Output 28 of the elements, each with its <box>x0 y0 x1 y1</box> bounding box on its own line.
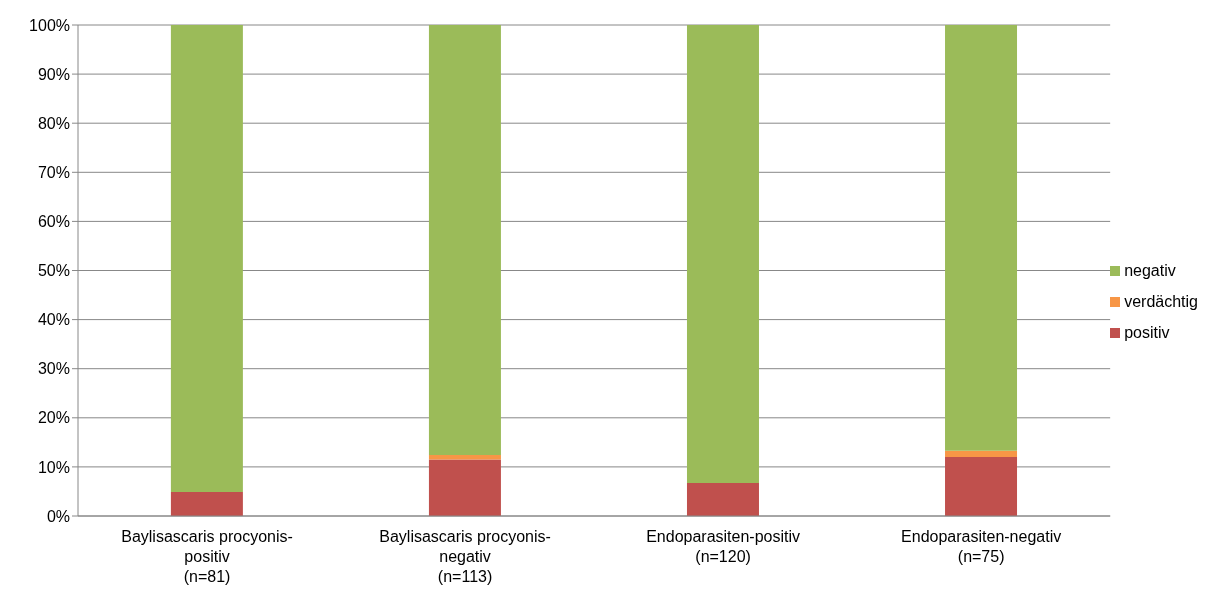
y-tick-label: 50% <box>37 262 70 280</box>
y-tick-label: 0% <box>46 507 70 525</box>
y-tick-label: 20% <box>37 409 70 427</box>
y-tick-label: 60% <box>37 213 70 231</box>
bar <box>428 459 501 516</box>
bar <box>945 450 1018 458</box>
bar <box>170 25 243 492</box>
y-tick-label: 90% <box>37 65 70 83</box>
bar <box>686 483 759 516</box>
x-tick-label: Endoparasiten-positiv (n=120) <box>646 528 801 565</box>
legend-label: negativ <box>1124 262 1176 280</box>
y-tick-label: 70% <box>37 163 70 181</box>
bar <box>428 455 501 460</box>
bar <box>686 25 759 484</box>
bar <box>428 25 501 456</box>
legend-label: positiv <box>1124 324 1170 342</box>
y-tick-label: 30% <box>37 360 70 378</box>
x-tick-label: Baylisascaris procyonis- negativ (n=113) <box>379 528 551 585</box>
x-tick-label: Baylisascaris procyonis- positiv (n=81) <box>121 528 293 585</box>
y-tick-label: 10% <box>37 458 70 476</box>
x-tick-label: Endoparasiten-negativ (n=75) <box>901 528 1062 565</box>
y-tick-label: 100% <box>29 16 70 34</box>
bar <box>170 491 243 516</box>
y-tick-label: 80% <box>37 114 70 132</box>
y-tick-label: 40% <box>37 311 70 329</box>
bar <box>945 25 1018 451</box>
legend-label: verdächtig <box>1124 293 1198 311</box>
bar <box>945 457 1018 516</box>
